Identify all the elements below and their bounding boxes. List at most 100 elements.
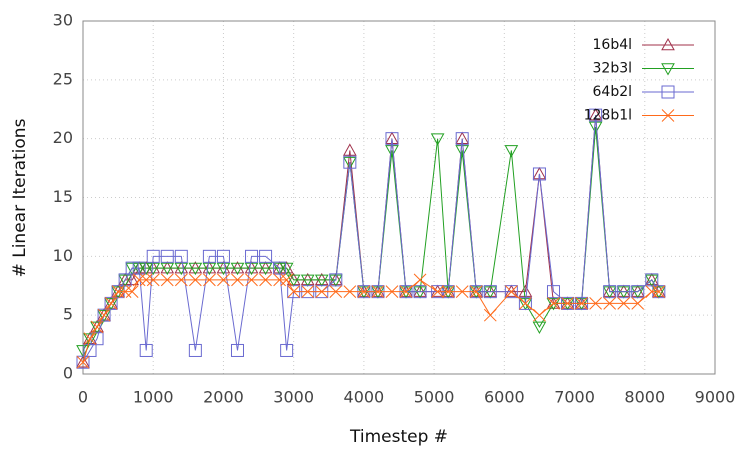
- data-point: [279, 262, 294, 276]
- data-point: [258, 262, 273, 276]
- data-point: [616, 286, 631, 299]
- x-tick-label: 6000: [484, 388, 525, 407]
- data-point: [104, 296, 118, 309]
- data-point: [97, 309, 111, 323]
- x-tick-label: 3000: [273, 388, 314, 407]
- data-point: [455, 145, 470, 158]
- data-point: [202, 262, 217, 276]
- legend-marker: [661, 63, 675, 76]
- data-point: [230, 262, 245, 276]
- data-point: [357, 284, 371, 297]
- data-point: [286, 272, 301, 286]
- data-point: [90, 319, 104, 333]
- data-point: [188, 343, 202, 357]
- data-point: [160, 273, 174, 287]
- data-point: [413, 286, 427, 299]
- data-point: [216, 262, 231, 276]
- data-point: [644, 272, 659, 286]
- data-point: [652, 285, 666, 298]
- data-point: [532, 321, 547, 334]
- series-line: [82, 126, 660, 351]
- data-point: [603, 285, 617, 299]
- data-point: [90, 332, 104, 346]
- data-point: [385, 285, 399, 298]
- data-point: [244, 262, 259, 276]
- data-point: [245, 249, 259, 263]
- data-point: [505, 285, 518, 298]
- data-point: [342, 156, 357, 170]
- data-point: [371, 285, 385, 298]
- data-point: [76, 355, 90, 369]
- data-point: [118, 273, 132, 287]
- data-point: [504, 285, 518, 299]
- data-point: [651, 284, 666, 297]
- data-point: [104, 296, 118, 310]
- data-point: [125, 261, 139, 275]
- data-point: [97, 308, 111, 321]
- data-point: [413, 273, 427, 287]
- legend-label: 16b4l: [593, 37, 633, 53]
- data-point: [300, 272, 315, 286]
- data-point: [76, 355, 90, 368]
- data-point: [203, 273, 216, 287]
- data-point: [111, 284, 125, 297]
- data-point: [357, 286, 371, 299]
- data-point: [630, 286, 645, 299]
- data-point: [329, 285, 343, 298]
- series-line: [82, 115, 660, 363]
- x-tick-label: 5000: [414, 388, 455, 407]
- data-point: [617, 285, 631, 299]
- series-line: [82, 279, 659, 363]
- legend-marker: [661, 37, 675, 51]
- data-point: [230, 343, 244, 357]
- data-point: [546, 298, 561, 311]
- data-point: [357, 285, 371, 298]
- data-point: [343, 285, 357, 298]
- x-tick-label: 9000: [695, 388, 736, 407]
- data-point: [483, 284, 498, 297]
- data-point: [280, 343, 294, 357]
- data-point: [455, 285, 469, 298]
- data-point: [118, 285, 132, 298]
- plot-frame: [82, 20, 716, 375]
- data-point: [603, 297, 617, 310]
- data-point: [174, 273, 188, 287]
- data-point: [315, 285, 329, 298]
- data-point: [546, 285, 560, 299]
- data-point: [273, 273, 286, 287]
- data-point: [533, 308, 546, 322]
- data-point: [231, 273, 244, 287]
- data-point: [189, 273, 202, 287]
- data-point: [174, 261, 189, 274]
- data-point: [631, 285, 645, 299]
- data-point: [328, 274, 343, 287]
- data-point: [469, 284, 484, 297]
- data-point: [589, 108, 603, 122]
- x-tick-label: 8000: [624, 388, 665, 407]
- data-point: [329, 273, 343, 287]
- data-point: [399, 284, 413, 297]
- data-point: [160, 261, 175, 274]
- data-point: [202, 261, 217, 274]
- data-point: [617, 297, 631, 310]
- data-point: [139, 273, 153, 287]
- data-point: [272, 262, 287, 276]
- data-point: [518, 298, 533, 311]
- data-point: [399, 285, 413, 298]
- data-point: [519, 297, 532, 310]
- data-point: [430, 284, 445, 297]
- data-point: [574, 296, 589, 309]
- data-point: [273, 261, 287, 275]
- data-point: [139, 262, 154, 276]
- data-point: [76, 355, 90, 369]
- data-point: [589, 297, 602, 310]
- data-point: [188, 262, 203, 276]
- data-point: [301, 285, 315, 298]
- x-axis-label: Timestep #: [349, 427, 448, 447]
- data-point: [469, 285, 483, 298]
- data-point: [483, 308, 497, 322]
- data-point: [504, 284, 519, 297]
- data-point: [118, 274, 132, 287]
- data-point: [645, 273, 659, 287]
